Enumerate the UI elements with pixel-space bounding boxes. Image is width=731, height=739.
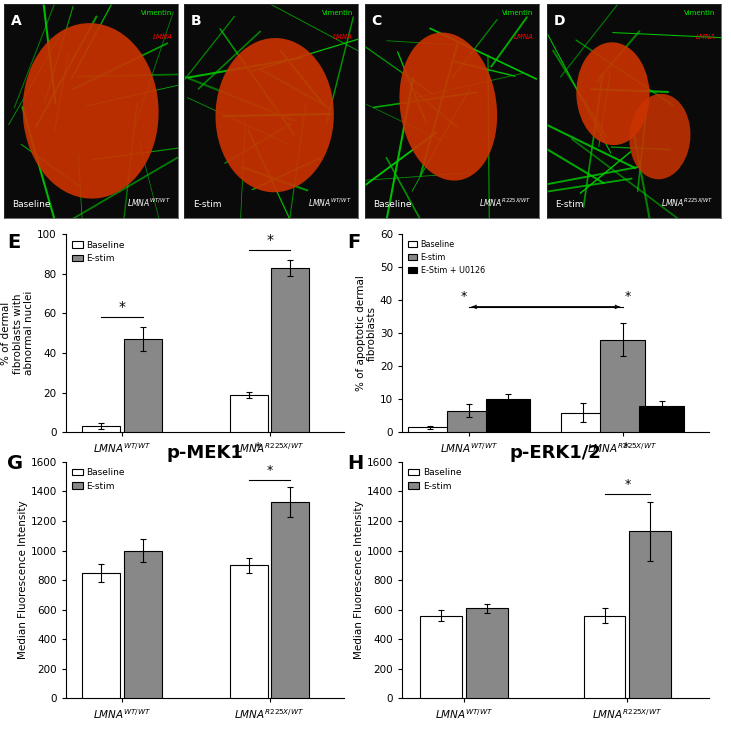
Bar	[271, 268, 309, 432]
Text: D: D	[554, 15, 565, 28]
Legend: Baseline, E-stim: Baseline, E-stim	[70, 239, 127, 265]
Text: *: *	[461, 290, 466, 303]
Text: LMNA: LMNA	[514, 34, 534, 40]
Bar	[408, 427, 452, 432]
Text: $\it{LMNA^{WT/WT}}$: $\it{LMNA^{WT/WT}}$	[127, 197, 170, 209]
Bar	[466, 608, 508, 698]
Bar	[83, 426, 120, 432]
Bar	[420, 616, 462, 698]
Text: A: A	[11, 15, 21, 28]
Text: Vimentin: Vimentin	[141, 10, 173, 16]
Text: Baseline: Baseline	[12, 200, 51, 209]
Title: p-ERK1/2: p-ERK1/2	[510, 443, 602, 462]
Y-axis label: % of dermal
fibroblasts with
abnormal nuclei: % of dermal fibroblasts with abnormal nu…	[1, 291, 34, 375]
Text: *: *	[266, 233, 273, 247]
Text: $\it{LMNA^{R225X/WT}}$: $\it{LMNA^{R225X/WT}}$	[480, 197, 531, 209]
Text: E-stim: E-stim	[193, 200, 221, 209]
Bar	[640, 406, 684, 432]
Text: Vimentin: Vimentin	[684, 10, 716, 16]
Text: F: F	[347, 233, 360, 252]
Y-axis label: Median Fluorescence Intensity: Median Fluorescence Intensity	[18, 501, 28, 659]
Bar	[83, 573, 120, 698]
Text: E-stim: E-stim	[556, 200, 584, 209]
Bar	[486, 399, 531, 432]
Legend: Baseline, E-stim, E-Stim + U0126: Baseline, E-stim, E-Stim + U0126	[406, 238, 486, 276]
Bar	[230, 565, 268, 698]
Y-axis label: Median Fluorescence Intensity: Median Fluorescence Intensity	[354, 501, 364, 659]
Bar	[124, 339, 162, 432]
Text: $\it{LMNA^{R225X/WT}}$: $\it{LMNA^{R225X/WT}}$	[662, 197, 713, 209]
Text: G: G	[7, 454, 23, 474]
Bar	[271, 502, 309, 698]
Text: B: B	[192, 15, 202, 28]
Y-axis label: % of apoptotic dermal
fibroblasts: % of apoptotic dermal fibroblasts	[355, 276, 377, 391]
Text: C: C	[372, 15, 382, 28]
Text: Vimentin: Vimentin	[322, 10, 353, 16]
Text: E: E	[7, 233, 20, 252]
Text: *: *	[623, 440, 629, 454]
Text: Vimentin: Vimentin	[502, 10, 534, 16]
Bar	[600, 340, 645, 432]
Text: LMNA: LMNA	[696, 34, 716, 40]
Legend: Baseline, E-stim: Baseline, E-stim	[70, 466, 127, 492]
Bar	[583, 616, 626, 698]
Text: *: *	[625, 290, 632, 303]
Bar	[561, 412, 606, 432]
Text: *: *	[118, 301, 126, 315]
Text: *: *	[254, 440, 261, 454]
Title: p-MEK1: p-MEK1	[166, 443, 243, 462]
Bar	[124, 551, 162, 698]
Bar	[629, 531, 671, 698]
Ellipse shape	[23, 23, 159, 199]
Bar	[230, 395, 268, 432]
Text: $\it{LMNA^{WT/WT}}$: $\it{LMNA^{WT/WT}}$	[308, 197, 351, 209]
Text: LMNA: LMNA	[153, 34, 173, 40]
Ellipse shape	[399, 33, 497, 180]
Legend: Baseline, E-stim: Baseline, E-stim	[406, 466, 463, 492]
Text: *: *	[624, 478, 631, 491]
Ellipse shape	[216, 38, 334, 192]
Text: LMNA: LMNA	[333, 34, 353, 40]
Ellipse shape	[629, 94, 691, 180]
Bar	[447, 411, 491, 432]
Text: H: H	[347, 454, 363, 474]
Ellipse shape	[576, 42, 649, 145]
Text: Baseline: Baseline	[374, 200, 412, 209]
Text: *: *	[267, 463, 273, 477]
